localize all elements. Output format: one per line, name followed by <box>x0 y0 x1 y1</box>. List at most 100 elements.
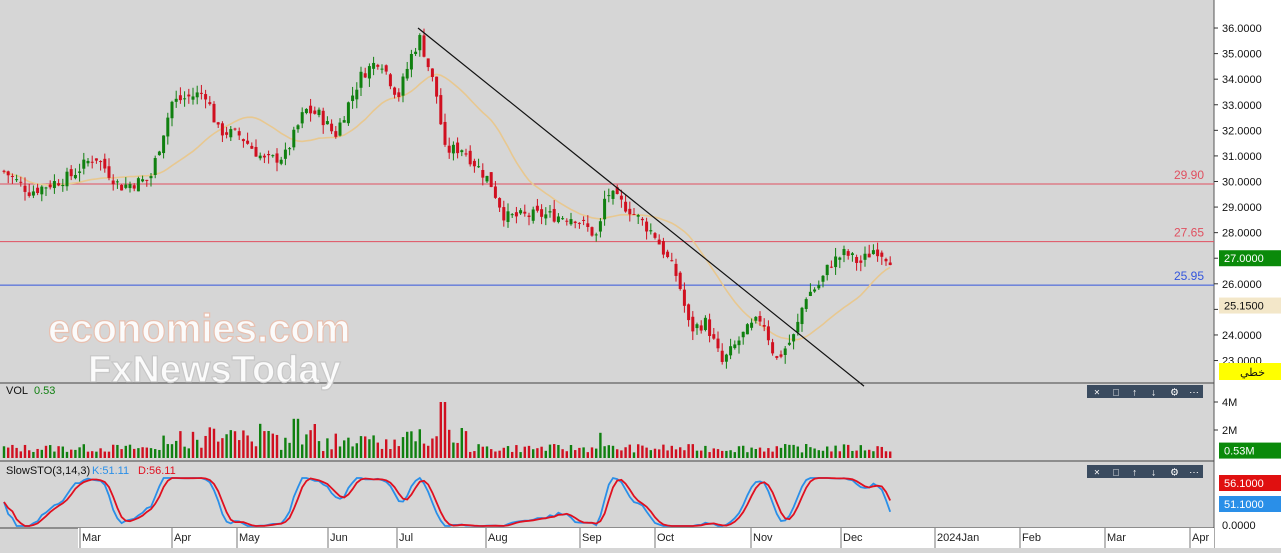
candle <box>99 160 103 171</box>
volume-bars <box>2 402 892 458</box>
volume-bar <box>82 444 85 458</box>
x-tick-label: Mar <box>82 532 101 544</box>
candle <box>472 158 476 173</box>
menu-icon[interactable]: ⋯ <box>1189 388 1199 399</box>
candle <box>107 158 111 181</box>
candle <box>191 87 195 105</box>
trendline-line[interactable] <box>417 27 865 387</box>
up-icon[interactable]: ↑ <box>1132 388 1137 399</box>
volume-bar <box>695 450 699 458</box>
candle <box>489 171 493 188</box>
candles <box>2 28 892 369</box>
volume-bar <box>238 440 241 458</box>
volume-bar <box>796 446 799 458</box>
candle <box>670 252 674 262</box>
candle <box>447 137 451 159</box>
candle <box>300 107 304 129</box>
x-tick-label: Jul <box>399 532 413 544</box>
volume-bar <box>620 450 623 458</box>
volume-bar <box>544 450 547 458</box>
candle <box>582 216 586 226</box>
volume-bar <box>233 431 237 458</box>
candle <box>771 338 775 356</box>
vol-tick-label: 4M <box>1222 397 1237 409</box>
candle <box>590 226 594 237</box>
sto-k-line <box>3 476 892 527</box>
close-icon[interactable]: × <box>1094 388 1100 399</box>
volume-bar <box>679 447 682 458</box>
horizontal-lines: 29.90 27.65 25.95 <box>0 168 1214 286</box>
volume-bar <box>212 428 216 458</box>
candle <box>687 303 691 327</box>
volume-bar <box>464 431 468 458</box>
volume-bar <box>343 440 346 458</box>
sto-d-box <box>1219 475 1281 491</box>
volume-bar <box>422 443 426 458</box>
volume-bar <box>452 442 455 458</box>
candle <box>523 204 527 217</box>
x-tick-label: Nov <box>753 532 773 544</box>
hline-label: 25.95 <box>1174 269 1204 283</box>
volume-bar <box>263 431 266 458</box>
candle <box>78 163 82 182</box>
up-icon[interactable]: ↑ <box>1132 468 1137 479</box>
volume-bar <box>582 447 585 458</box>
volume-bar <box>196 439 199 458</box>
candle <box>481 163 485 186</box>
candle <box>813 287 817 293</box>
volume-bar <box>771 451 774 458</box>
price-tick-label: 26.0000 <box>1222 279 1262 291</box>
sto-d-line <box>3 477 892 527</box>
maximize-icon[interactable]: □ <box>1113 468 1119 479</box>
candle <box>787 334 791 346</box>
volume-bar <box>53 451 56 458</box>
volume-bar <box>775 446 778 458</box>
settings-icon[interactable]: ⚙ <box>1170 388 1179 399</box>
volume-bar <box>821 450 825 458</box>
vol-label: VOL <box>6 385 28 397</box>
price-tick-label: 30.0000 <box>1222 176 1262 188</box>
candle <box>44 186 48 197</box>
price-panel <box>0 0 1214 383</box>
candle <box>178 87 182 104</box>
volume-bar <box>229 430 232 458</box>
sto-k-value: 51.1000 <box>1224 499 1264 511</box>
sto-label: SlowSTO(3,14,3) <box>6 465 90 477</box>
candle <box>2 169 6 174</box>
volume-bar <box>624 447 627 458</box>
candle <box>724 353 728 369</box>
candle <box>65 167 69 191</box>
volume-bar <box>44 445 48 458</box>
candle <box>359 66 363 96</box>
candle <box>737 336 741 354</box>
down-icon[interactable]: ↓ <box>1151 388 1156 399</box>
close-icon[interactable]: × <box>1094 468 1100 479</box>
settings-icon[interactable]: ⚙ <box>1170 468 1179 479</box>
ma-value-label-box <box>1219 297 1281 314</box>
candle <box>380 64 384 74</box>
candle <box>880 250 884 265</box>
down-icon[interactable]: ↓ <box>1151 468 1156 479</box>
volume-bar <box>527 445 531 458</box>
volume-bar <box>826 446 829 458</box>
x-tick-label: Apr <box>1192 532 1209 544</box>
panel-toolbars[interactable]: × □ ↑ ↓ ⚙ ⋯ × □ ↑ ↓ ⚙ ⋯ <box>1087 385 1203 479</box>
volume-bar <box>103 451 106 458</box>
candle <box>338 118 342 137</box>
time-axis <box>78 528 1214 548</box>
volume-bar <box>767 448 770 458</box>
candle <box>855 254 859 271</box>
candle <box>334 126 338 139</box>
candle <box>10 173 14 184</box>
volume-bar <box>347 437 350 458</box>
x-tick-label: Oct <box>657 532 674 544</box>
menu-icon[interactable]: ⋯ <box>1189 468 1199 479</box>
candle <box>666 249 670 259</box>
volume-bar <box>397 446 400 458</box>
volume-bar <box>565 451 568 458</box>
volume-bar <box>154 449 157 458</box>
maximize-icon[interactable]: □ <box>1113 388 1119 399</box>
candle <box>233 127 237 131</box>
volume-bar <box>158 449 161 458</box>
